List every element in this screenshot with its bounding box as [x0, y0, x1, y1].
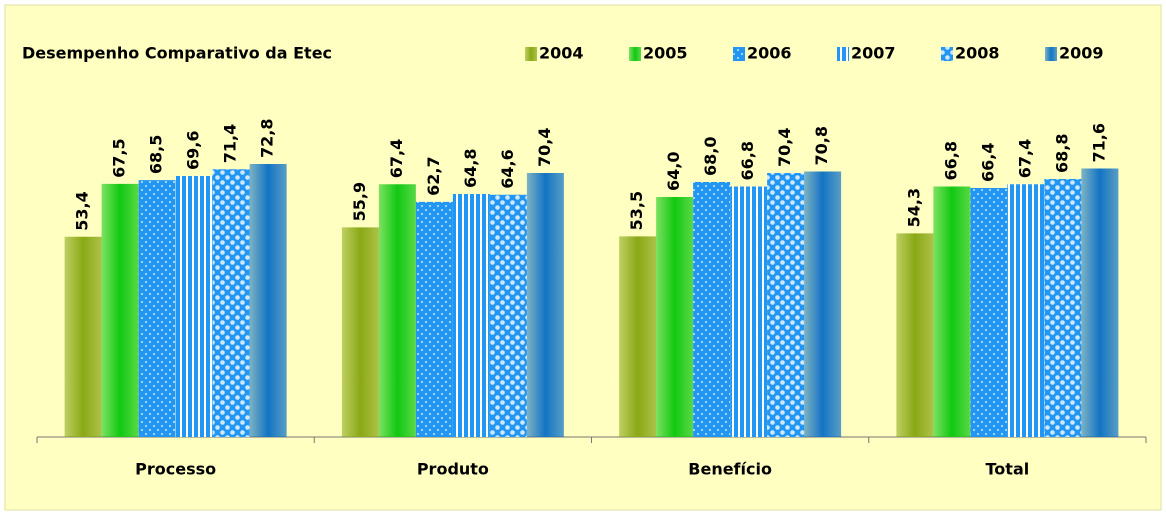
- legend-label: 2006: [747, 44, 792, 63]
- x-tick-label: Total: [986, 460, 1030, 479]
- legend-swatch: [525, 47, 537, 61]
- value-label: 64,0: [664, 152, 683, 191]
- value-label: 70,4: [535, 128, 554, 167]
- bar: [175, 176, 213, 437]
- bar: [619, 236, 657, 437]
- value-label: 69,6: [184, 131, 203, 170]
- value-label: 53,5: [627, 191, 646, 230]
- value-label: 68,8: [1052, 134, 1071, 173]
- bar: [656, 197, 694, 437]
- legend-label: 2009: [1059, 44, 1104, 63]
- legend-swatch: [629, 47, 641, 61]
- value-label: 70,4: [775, 128, 794, 167]
- legend-label: 2004: [539, 44, 584, 63]
- bar: [526, 173, 564, 437]
- value-label: 67,4: [1015, 139, 1034, 178]
- bar: [341, 227, 379, 437]
- legend-label: 2005: [643, 44, 688, 63]
- bar: [249, 164, 287, 437]
- value-label: 66,8: [738, 141, 757, 180]
- value-label: 71,4: [221, 124, 240, 163]
- value-label: 67,4: [387, 139, 406, 178]
- bar: [693, 182, 731, 437]
- value-label: 71,6: [1089, 123, 1108, 162]
- value-label: 67,5: [110, 138, 129, 177]
- x-tick-label: Processo: [135, 460, 216, 479]
- bar: [212, 169, 250, 437]
- legend-label: 2007: [851, 44, 896, 63]
- bar: [767, 173, 805, 437]
- value-label: 54,3: [904, 188, 923, 227]
- bar: [138, 180, 176, 437]
- bar: [415, 201, 453, 437]
- legend-swatch: [837, 47, 849, 61]
- bar: [896, 233, 934, 437]
- value-label: 64,8: [461, 149, 480, 188]
- value-label: 68,0: [701, 137, 720, 176]
- legend-label: 2008: [955, 44, 1000, 63]
- bar: [730, 186, 768, 437]
- x-tick-label: Benefício: [688, 460, 772, 479]
- bar: [1081, 168, 1119, 437]
- bar: [970, 188, 1008, 437]
- bar: [489, 194, 527, 437]
- value-label: 66,4: [978, 143, 997, 182]
- value-label: 72,8: [258, 119, 277, 158]
- bar: [804, 171, 842, 437]
- value-label: 66,8: [941, 141, 960, 180]
- legend-swatch: [733, 47, 745, 61]
- legend-swatch: [941, 47, 953, 61]
- chart-title: Desempenho Comparativo da Etec: [22, 44, 332, 63]
- value-label: 64,6: [498, 149, 517, 188]
- value-label: 55,9: [350, 182, 369, 221]
- bar: [1044, 179, 1082, 437]
- bar: [933, 186, 971, 437]
- legend-swatch: [1045, 47, 1057, 61]
- bar: [452, 194, 490, 437]
- value-label: 53,4: [73, 191, 92, 230]
- bar: [64, 236, 102, 437]
- bar: [101, 183, 139, 437]
- value-label: 70,8: [812, 126, 831, 165]
- bar: [378, 184, 416, 437]
- x-tick-label: Produto: [417, 460, 489, 479]
- value-label: 68,5: [147, 135, 166, 174]
- value-label: 62,7: [424, 156, 443, 195]
- bar: [1007, 184, 1045, 437]
